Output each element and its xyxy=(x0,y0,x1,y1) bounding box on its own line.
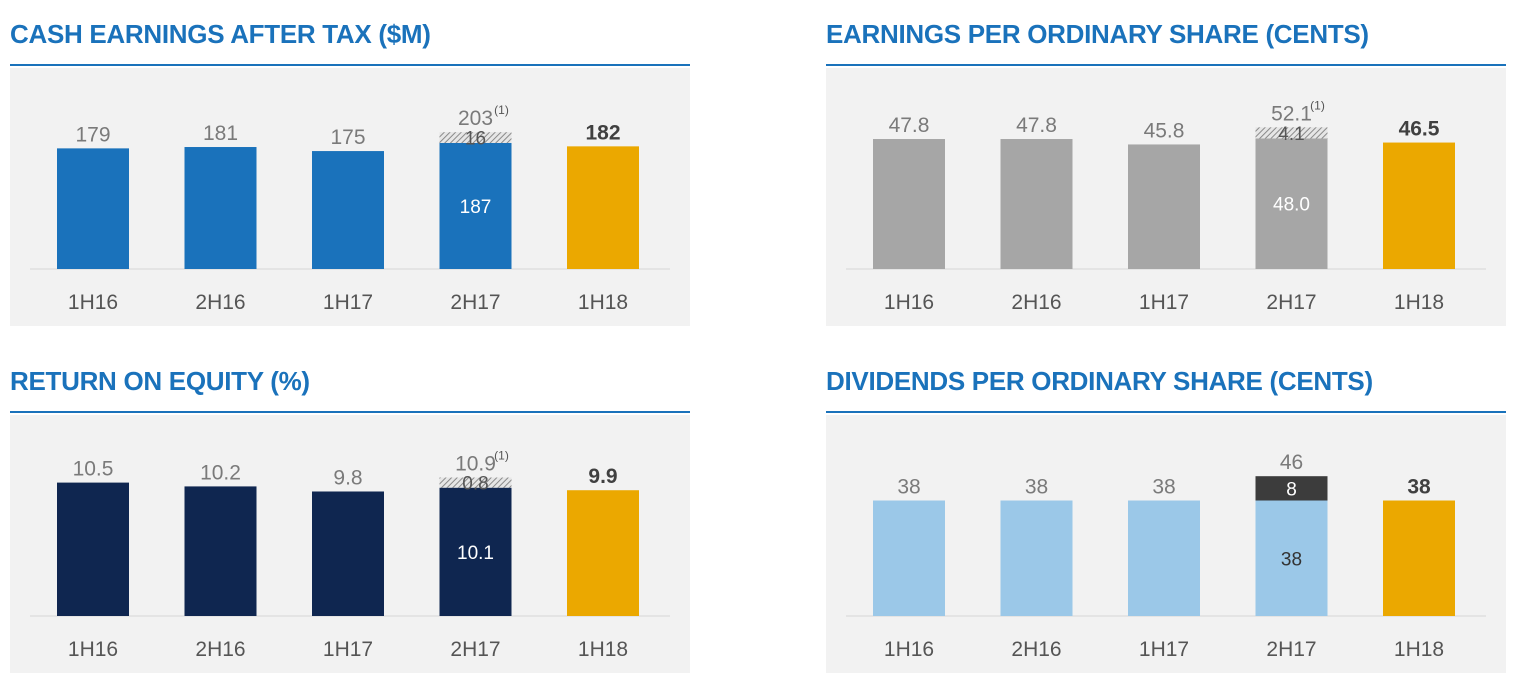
chart-title: DIVIDENDS PER ORDINARY SHARE (CENTS) xyxy=(826,366,1373,396)
stack-base-label: 187 xyxy=(460,197,492,218)
bar xyxy=(312,491,384,616)
x-tick-label: 2H16 xyxy=(195,291,245,314)
bar-top-segment xyxy=(1255,476,1328,501)
x-tick-label: 2H17 xyxy=(450,291,500,314)
data-label: 38 xyxy=(1407,476,1431,499)
bar xyxy=(567,146,639,269)
data-label: 47.8 xyxy=(889,114,930,137)
x-tick-label: 1H17 xyxy=(1139,291,1189,314)
data-label: 179 xyxy=(75,123,110,146)
x-tick-label: 1H18 xyxy=(578,638,628,661)
stack-base-label: 38 xyxy=(1281,549,1302,570)
data-label: 46 xyxy=(1280,451,1303,474)
x-tick-label: 1H17 xyxy=(323,638,373,661)
bar xyxy=(1128,144,1200,269)
dividends-bar-chart: 38 1H16 38 2H16 38 1H17 38 8 46 2H17 38 1H18 xyxy=(846,451,1486,661)
bar xyxy=(184,147,257,269)
stack-top-label: 0.8 xyxy=(462,474,488,495)
stack-base-label: 10.1 xyxy=(457,543,494,564)
x-tick-label: 1H16 xyxy=(884,638,934,661)
footnote-marker: (1) xyxy=(494,103,509,117)
bar-base-segment xyxy=(1255,500,1328,616)
chart-area: 47.8 1H16 47.8 2H16 45.8 1H17 48.0 4.1 52.1 (1) 2H… xyxy=(826,68,1506,326)
eps-bar-chart: 47.8 1H16 47.8 2H16 45.8 1H17 48.0 4.152.1(1) 2H… xyxy=(846,98,1486,314)
bar xyxy=(873,500,945,616)
chart-title: EARNINGS PER ORDINARY SHARE (CENTS) xyxy=(826,19,1369,49)
bar xyxy=(1000,500,1073,616)
x-tick-label: 1H18 xyxy=(1394,291,1444,314)
x-tick-label: 1H17 xyxy=(323,291,373,314)
data-label: 181 xyxy=(203,122,238,145)
stack-top-label: 8 xyxy=(1286,479,1297,500)
title-rule xyxy=(10,64,690,66)
x-tick-label: 1H16 xyxy=(68,638,118,661)
chart-panel-roe: RETURN ON EQUITY (%) 10.5 1H16 10.2 2H16 9.8… xyxy=(10,361,690,673)
x-tick-label: 2H17 xyxy=(450,638,500,661)
data-label: 9.9 xyxy=(588,465,617,488)
x-tick-label: 1H18 xyxy=(1394,638,1444,661)
bar xyxy=(873,139,945,269)
bar-base-segment xyxy=(439,487,512,616)
x-tick-label: 1H16 xyxy=(884,291,934,314)
bar-top-segment xyxy=(439,132,512,143)
bar xyxy=(1000,139,1073,269)
chart-area: 10.5 1H16 10.2 2H16 9.8 1H17 10.1 0.8 10.9 (1) 2H1… xyxy=(10,415,690,673)
data-label: 38 xyxy=(1025,476,1048,499)
data-label: 10.5 xyxy=(73,458,114,481)
roe-bar-chart: 10.5 1H16 10.2 2H16 9.8 1H17 10.1 0.810.9(1) 2H1… xyxy=(30,449,670,661)
data-label: 10.2 xyxy=(200,461,241,484)
title-rule xyxy=(10,411,690,413)
bar-base-segment xyxy=(439,142,512,269)
x-tick-label: 2H17 xyxy=(1266,638,1316,661)
bar-top-segment xyxy=(1255,127,1328,139)
chart-title: CASH EARNINGS AFTER TAX ($M) xyxy=(10,19,431,49)
footnote-marker: (1) xyxy=(494,449,509,463)
data-label: 203 xyxy=(458,107,493,130)
x-tick-label: 1H18 xyxy=(578,291,628,314)
stack-base-label: 48.0 xyxy=(1273,195,1310,216)
data-label: 38 xyxy=(897,476,920,499)
bar-top-segment xyxy=(439,477,512,488)
bar xyxy=(57,148,129,269)
x-tick-label: 2H16 xyxy=(1011,638,1061,661)
x-tick-label: 2H16 xyxy=(195,638,245,661)
data-label: 182 xyxy=(585,121,620,144)
bar xyxy=(1128,500,1200,616)
bar xyxy=(312,151,384,269)
chart-title: RETURN ON EQUITY (%) xyxy=(10,366,310,396)
bar xyxy=(184,486,257,616)
chart-panel-dividends: DIVIDENDS PER ORDINARY SHARE (CENTS) 38 1… xyxy=(826,361,1506,673)
data-label: 45.8 xyxy=(1144,119,1185,142)
data-label: 10.9 xyxy=(455,453,496,476)
stack-top-label: 16 xyxy=(465,129,486,150)
bar xyxy=(57,482,129,616)
title-rule xyxy=(826,411,1506,413)
title-rule xyxy=(826,64,1506,66)
chart-panel-cash-earnings: CASH EARNINGS AFTER TAX ($M) 179 1H16 181 2… xyxy=(10,14,690,326)
x-tick-label: 1H17 xyxy=(1139,638,1189,661)
data-label: 175 xyxy=(330,126,365,149)
x-tick-label: 2H16 xyxy=(1011,291,1061,314)
chart-area: 38 1H16 38 2H16 38 1H17 38 8 46 2H17 38 1H18 xyxy=(826,415,1506,673)
data-label: 9.8 xyxy=(333,466,362,489)
bar xyxy=(567,490,639,616)
data-label: 47.8 xyxy=(1016,114,1057,137)
stack-top-label: 4.1 xyxy=(1278,124,1304,145)
bar-base-segment xyxy=(1255,138,1328,269)
chart-panel-eps: EARNINGS PER ORDINARY SHARE (CENTS) 47.8… xyxy=(826,14,1506,326)
footnote-marker: (1) xyxy=(1310,98,1325,112)
bar xyxy=(1383,142,1455,269)
bar xyxy=(1383,500,1455,616)
chart-area: 179 1H16 181 2H16 175 1H17 187 16 203 (1) 2H17 182 1… xyxy=(10,68,690,326)
data-label: 46.5 xyxy=(1399,118,1440,141)
x-tick-label: 1H16 xyxy=(68,291,118,314)
data-label: 38 xyxy=(1152,476,1175,499)
x-tick-label: 2H17 xyxy=(1266,291,1316,314)
data-label: 52.1 xyxy=(1271,102,1312,125)
